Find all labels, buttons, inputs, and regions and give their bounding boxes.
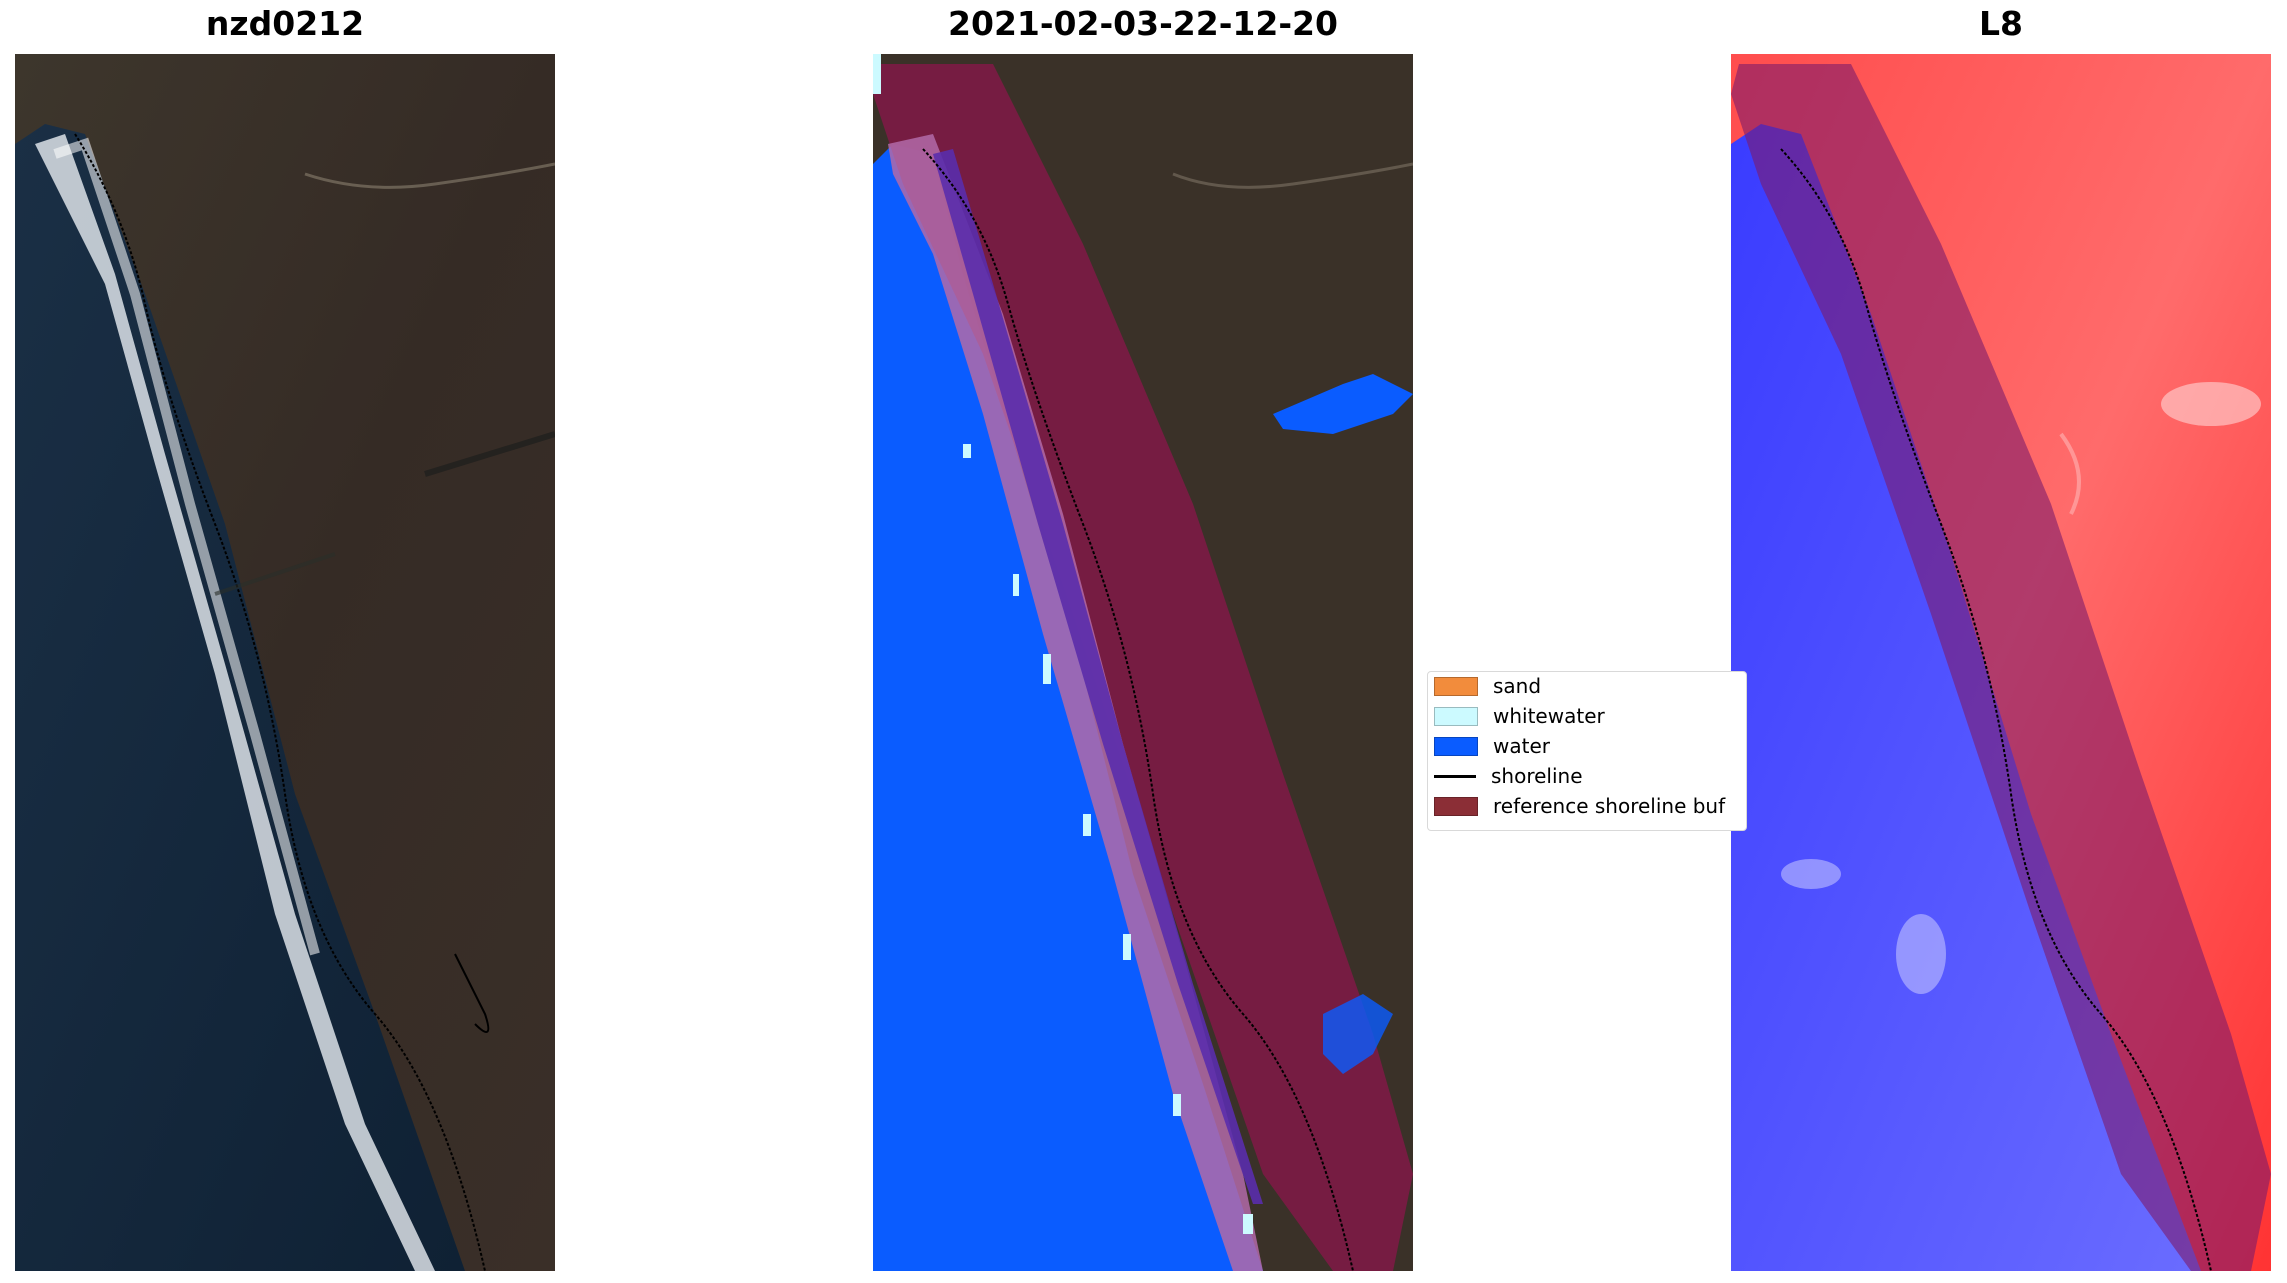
legend-item-reference-buffer: reference shoreline buf (1434, 792, 1725, 820)
rgb-image-panel (15, 54, 555, 1271)
legend-label-water: water (1493, 734, 1550, 758)
classified-image-panel (873, 54, 1413, 1271)
index-image (1731, 54, 2271, 1271)
legend-item-shoreline: shoreline (1434, 762, 1583, 790)
sand-swatch (1434, 676, 1478, 696)
legend-label-shoreline: shoreline (1491, 764, 1583, 788)
legend-item-sand: sand (1434, 672, 1541, 700)
whitewater-swatch (1434, 706, 1478, 726)
shoreline-swatch (1434, 774, 1476, 778)
legend-label-whitewater: whitewater (1493, 704, 1605, 728)
legend-label-reference-buffer: reference shoreline buf (1493, 794, 1726, 818)
panel-title-index: L8 (1979, 4, 2023, 43)
legend-item-whitewater: whitewater (1434, 702, 1605, 730)
legend-label-sand: sand (1493, 674, 1542, 698)
panel-title-rgb: nzd0212 (205, 4, 365, 43)
legend: sand whitewater water shoreline referenc… (1427, 671, 1747, 831)
classified-image (873, 54, 1413, 1271)
legend-item-water: water (1434, 732, 1550, 760)
water-swatch (1434, 736, 1478, 756)
buffer-swatch (1434, 796, 1478, 816)
index-image-panel (1731, 54, 2271, 1271)
rgb-image (15, 54, 555, 1271)
panel-title-classified: 2021-02-03-22-12-20 (948, 4, 1338, 43)
